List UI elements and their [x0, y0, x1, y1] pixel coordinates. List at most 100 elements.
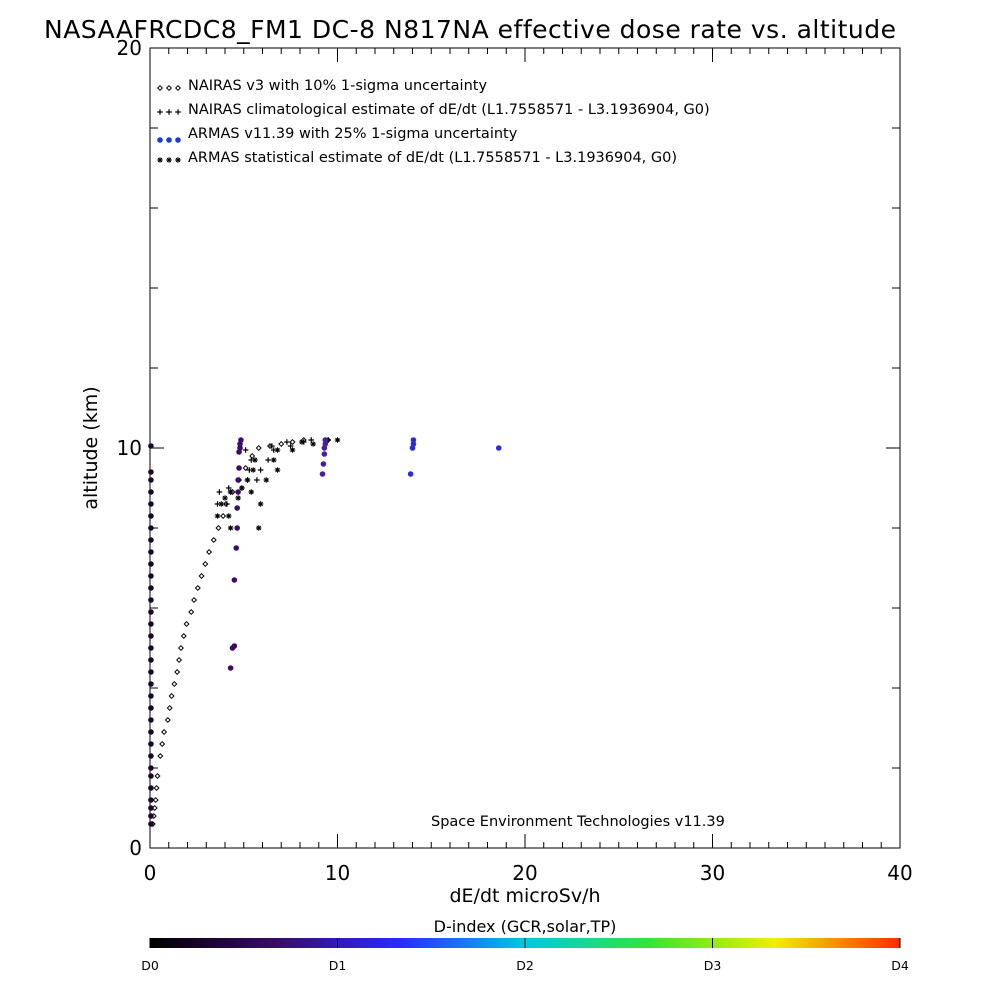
asterisk-point	[263, 477, 270, 483]
dot-point	[227, 665, 234, 671]
dot-point	[148, 489, 154, 495]
asterisk-point	[299, 439, 305, 445]
diamond-point	[168, 692, 175, 700]
dot-point	[495, 445, 502, 451]
colorbar-label: D3	[704, 958, 722, 973]
dot-point	[148, 513, 154, 519]
y-tick-label: 20	[117, 36, 142, 60]
asterisk-point	[289, 447, 296, 453]
dot-point	[235, 477, 241, 483]
dot-point	[148, 773, 154, 779]
asterisk-point	[270, 457, 277, 463]
legend-diamond-symbol	[174, 84, 182, 92]
asterisk-point	[252, 457, 258, 463]
plus-point	[284, 439, 290, 445]
y-tick-label: 0	[129, 836, 142, 860]
dot-point	[148, 785, 154, 791]
asterisk-point	[227, 525, 234, 531]
diamond-point	[154, 772, 161, 780]
dot-point	[148, 537, 154, 543]
dot-point	[407, 471, 414, 477]
dot-point	[148, 645, 154, 651]
x-tick-label: 30	[700, 861, 725, 885]
legend-dot-symbol	[166, 137, 172, 143]
dot-point	[410, 437, 417, 443]
dot-point	[148, 753, 154, 759]
legend-plus-symbol	[157, 109, 163, 115]
colorbar-labels: D0 D1 D2 D3 D4	[141, 938, 909, 973]
plus-point	[216, 489, 223, 495]
asterisk-point	[274, 447, 281, 453]
diamond-point	[220, 512, 227, 520]
x-tick-label: 40	[887, 861, 912, 885]
dot-point	[238, 437, 244, 443]
dot-point	[148, 633, 154, 639]
diamond-point	[191, 596, 198, 604]
diamond-point	[183, 620, 190, 628]
legend-asterisk-symbol	[157, 157, 163, 163]
dot-point	[148, 501, 154, 507]
diamond-point	[194, 584, 201, 592]
series-plus	[214, 437, 331, 507]
dot-point	[148, 681, 154, 687]
dot-point	[320, 461, 327, 467]
diamond-point	[188, 608, 195, 616]
diamond-point	[210, 536, 217, 544]
dot-point	[237, 445, 243, 451]
diamond-point	[249, 452, 256, 460]
dot-point	[322, 437, 329, 443]
plus-point	[242, 447, 249, 453]
asterisk-point	[334, 437, 341, 443]
dot-point	[148, 717, 154, 723]
x-axis-label: dE/dt microSv/h	[449, 885, 600, 907]
diamond-point	[164, 716, 171, 724]
legend-plus-symbol	[175, 109, 181, 115]
dot-point	[148, 705, 154, 711]
plus-point	[225, 485, 232, 491]
diamond-point	[215, 524, 222, 532]
dot-point	[148, 573, 154, 579]
colorbar-label: D4	[891, 958, 909, 973]
dot-point	[148, 765, 154, 771]
diamond-point	[153, 784, 160, 792]
colorbar-label: D2	[516, 958, 534, 973]
dot-point	[231, 577, 238, 583]
dot-point	[234, 525, 240, 531]
asterisk-point	[214, 513, 221, 519]
plus-point	[269, 443, 275, 449]
axis-tick-labels: 0 10 20 30 40 0 10 20	[117, 36, 913, 885]
dot-point	[321, 451, 328, 457]
series-asterisk	[214, 437, 341, 531]
colorbar-title: D-index (GCR,solar,TP)	[434, 917, 617, 936]
colorbar-label: D0	[141, 958, 159, 973]
diamond-point	[289, 438, 296, 446]
dot-point	[148, 549, 154, 555]
y-axis-label: altitude (km)	[80, 386, 102, 509]
data-points	[148, 436, 502, 828]
x-tick-label: 10	[325, 861, 350, 885]
dot-point	[410, 441, 417, 447]
diamond-point	[174, 668, 181, 676]
legend-plus-symbol	[166, 109, 172, 115]
dot-point	[148, 741, 154, 747]
diamond-point	[202, 560, 209, 568]
x-tick-label: 20	[512, 861, 537, 885]
legend-entry: ARMAS statistical estimate of dE/dt (L1.…	[188, 150, 677, 166]
legend-entry: NAIRAS climatological estimate of dE/dt …	[188, 102, 710, 118]
plus-point	[308, 437, 315, 443]
plus-point	[287, 443, 294, 449]
dot-point	[236, 465, 242, 471]
asterisk-point	[222, 495, 228, 501]
dot-point	[148, 621, 154, 627]
asterisk-point	[255, 525, 262, 531]
legend-dot-symbol	[175, 137, 181, 143]
legend-dot-symbol	[157, 137, 163, 143]
plus-point	[265, 457, 271, 463]
y-tick-label: 10	[117, 436, 142, 460]
diamond-point	[176, 656, 183, 664]
diamond-point	[161, 728, 168, 736]
series-diamond	[149, 436, 332, 828]
dot-point	[231, 643, 238, 649]
plot-frame	[149, 47, 901, 849]
